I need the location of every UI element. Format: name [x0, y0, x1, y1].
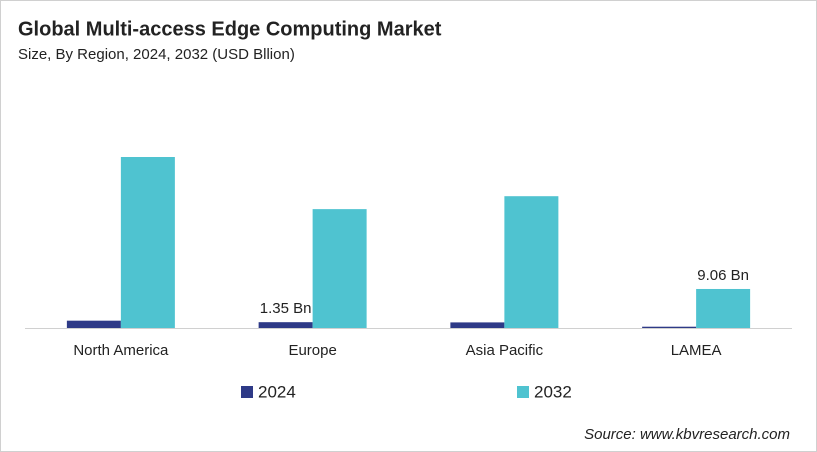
bar — [450, 322, 505, 328]
chart-subtitle: Size, By Region, 2024, 2032 (USD Bllion) — [18, 46, 295, 63]
bar — [642, 326, 697, 328]
bar — [696, 288, 751, 328]
bar — [120, 157, 175, 328]
x-tick-label: Europe — [288, 342, 336, 359]
x-tick-label: North America — [73, 342, 169, 359]
value-label: 1.35 Bn — [260, 300, 312, 317]
source: Source: www.kbvresearch.com — [584, 426, 790, 443]
x-tick-label: LAMEA — [671, 342, 722, 359]
legend-label: 2032 — [534, 382, 572, 401]
bar — [258, 322, 313, 328]
bar — [66, 320, 121, 328]
legend-swatch — [241, 386, 253, 398]
bar — [312, 209, 367, 328]
legend-label: 2024 — [258, 382, 296, 401]
legend-swatch — [517, 386, 529, 398]
chart-title: Global Multi-access Edge Computing Marke… — [18, 18, 442, 40]
bar — [504, 196, 559, 328]
value-label: 9.06 Bn — [697, 267, 749, 284]
x-tick-label: Asia Pacific — [466, 342, 544, 359]
